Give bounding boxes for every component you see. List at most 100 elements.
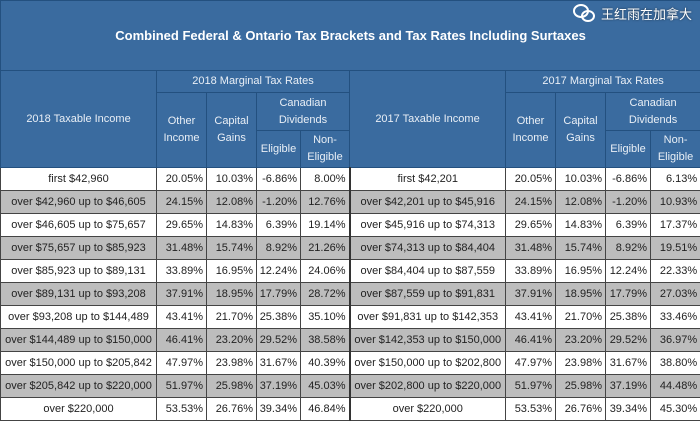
cell-capital-gains-2018: 26.76% <box>206 397 257 421</box>
cell-income-2017: over $91,831 up to $142,353 <box>349 305 506 329</box>
cell-non-eligible-2018: 28.72% <box>300 282 351 306</box>
cell-capital-gains-2017: 26.76% <box>555 397 606 421</box>
cell-eligible-2017: 25.38% <box>605 305 651 329</box>
cell-eligible-2017: 29.52% <box>605 328 651 352</box>
cell-capital-gains-2018: 12.08% <box>206 190 257 214</box>
cell-eligible-2018: 17.79% <box>256 282 301 306</box>
cell-capital-gains-2018: 16.95% <box>206 259 257 283</box>
cell-income-2017: over $42,201 up to $45,916 <box>349 190 506 214</box>
cell-eligible-2017: 37.19% <box>605 374 651 398</box>
cell-income-2017: over $45,916 up to $74,313 <box>349 213 506 237</box>
cell-other-income-2017: 51.97% <box>505 374 556 398</box>
cell-other-income-2018: 43.41% <box>156 305 207 329</box>
cell-non-eligible-2017: 27.03% <box>649 282 700 306</box>
cell-capital-gains-2017: 12.08% <box>555 190 606 214</box>
cell-non-eligible-2017: 22.33% <box>649 259 700 283</box>
cell-non-eligible-2017: 36.97% <box>649 328 700 352</box>
cell-eligible-2018: 37.19% <box>256 374 301 398</box>
header-2018-group: 2018 Marginal Tax Rates <box>156 70 350 93</box>
cell-eligible-2017: 31.67% <box>605 351 651 375</box>
cell-income-2018: over $144,489 up to $150,000 <box>0 328 157 352</box>
cell-other-income-2017: 46.41% <box>505 328 556 352</box>
cell-non-eligible-2018: 45.03% <box>300 374 351 398</box>
cell-non-eligible-2017: 19.51% <box>649 236 700 260</box>
table-row: over $75,657 up to $85,923 31.48% 15.74% 8.… <box>0 236 700 260</box>
cell-capital-gains-2017: 25.98% <box>555 374 606 398</box>
cell-other-income-2017: 33.89% <box>505 259 556 283</box>
cell-eligible-2017: 12.24% <box>605 259 651 283</box>
cell-capital-gains-2018: 25.98% <box>206 374 257 398</box>
cell-capital-gains-2017: 23.98% <box>555 351 606 375</box>
cell-eligible-2017: 6.39% <box>605 213 651 237</box>
cell-eligible-2018: -1.20% <box>256 190 301 214</box>
table-row: over $93,208 up to $144,489 43.41% 21.70% 2… <box>0 305 700 329</box>
cell-other-income-2017: 29.65% <box>505 213 556 237</box>
header-canadian-dividends-2018: Canadian Dividends <box>256 92 350 131</box>
table-row: over $46,605 up to $75,657 29.65% 14.83% 6.… <box>0 213 700 237</box>
cell-income-2017: over $202,800 up to $220,000 <box>349 374 506 398</box>
header-2017-group: 2017 Marginal Tax Rates <box>504 70 700 93</box>
cell-eligible-2017: 8.92% <box>605 236 651 260</box>
cell-eligible-2017: 39.34% <box>605 397 651 421</box>
header-non-eligible-2017: Non-Eligible <box>649 130 700 168</box>
cell-capital-gains-2018: 15.74% <box>206 236 257 260</box>
cell-non-eligible-2018: 24.06% <box>300 259 351 283</box>
cell-capital-gains-2017: 18.95% <box>555 282 606 306</box>
cell-other-income-2017: 43.41% <box>505 305 556 329</box>
cell-capital-gains-2018: 18.95% <box>206 282 257 306</box>
cell-eligible-2017: -6.86% <box>605 167 651 191</box>
cell-income-2017: over $142,353 up to $150,000 <box>349 328 506 352</box>
cell-income-2018: over $220,000 <box>0 397 157 421</box>
cell-non-eligible-2018: 38.58% <box>300 328 351 352</box>
cell-non-eligible-2018: 21.26% <box>300 236 351 260</box>
cell-non-eligible-2017: 33.46% <box>649 305 700 329</box>
cell-other-income-2018: 46.41% <box>156 328 207 352</box>
header-eligible-2017: Eligible <box>605 130 651 168</box>
cell-capital-gains-2017: 15.74% <box>555 236 606 260</box>
header-other-income-2018: Other Income <box>156 92 207 168</box>
cell-other-income-2017: 20.05% <box>505 167 556 191</box>
header-capital-gains-2018: Capital Gains <box>206 92 257 168</box>
cell-capital-gains-2018: 10.03% <box>206 167 257 191</box>
cell-eligible-2018: 39.34% <box>256 397 301 421</box>
table-row: over $144,489 up to $150,000 46.41% 23.20%… <box>0 328 700 352</box>
header-eligible-2018: Eligible <box>256 130 301 168</box>
table-row: over $205,842 up to $220,000 51.97% 25.98%… <box>0 374 700 398</box>
cell-non-eligible-2017: 45.30% <box>649 397 700 421</box>
cell-other-income-2018: 51.97% <box>156 374 207 398</box>
cell-income-2018: over $75,657 up to $85,923 <box>0 236 157 260</box>
header-canadian-dividends-2017: Canadian Dividends <box>604 92 700 131</box>
cell-eligible-2018: 8.92% <box>256 236 301 260</box>
cell-income-2017: over $150,000 up to $202,800 <box>349 351 506 375</box>
cell-other-income-2018: 37.91% <box>156 282 207 306</box>
cell-other-income-2018: 47.97% <box>156 351 207 375</box>
table-row: over $42,960 up to $46,605 24.15% 12.08% -1… <box>0 190 700 214</box>
cell-income-2018: over $42,960 up to $46,605 <box>0 190 157 214</box>
table-row: over $220,000 53.53% 26.76% 39.34% 46.84% ove… <box>0 397 700 421</box>
cell-capital-gains-2017: 14.83% <box>555 213 606 237</box>
cell-other-income-2017: 37.91% <box>505 282 556 306</box>
cell-eligible-2017: 17.79% <box>605 282 651 306</box>
cell-income-2018: over $93,208 up to $144,489 <box>0 305 157 329</box>
table-row: over $85,923 up to $89,131 33.89% 16.95% 12… <box>0 259 700 283</box>
cell-other-income-2018: 24.15% <box>156 190 207 214</box>
cell-other-income-2018: 20.05% <box>156 167 207 191</box>
cell-non-eligible-2018: 35.10% <box>300 305 351 329</box>
cell-income-2018: first $42,960 <box>0 167 157 191</box>
cell-other-income-2018: 31.48% <box>156 236 207 260</box>
cell-eligible-2018: -6.86% <box>256 167 301 191</box>
cell-non-eligible-2017: 38.80% <box>649 351 700 375</box>
cell-other-income-2017: 53.53% <box>505 397 556 421</box>
cell-non-eligible-2017: 10.93% <box>649 190 700 214</box>
cell-other-income-2017: 24.15% <box>505 190 556 214</box>
cell-income-2017: first $42,201 <box>349 167 506 191</box>
table-row: over $150,000 up to $205,842 47.97% 23.98%… <box>0 351 700 375</box>
cell-capital-gains-2017: 16.95% <box>555 259 606 283</box>
cell-other-income-2018: 53.53% <box>156 397 207 421</box>
cell-capital-gains-2017: 23.20% <box>555 328 606 352</box>
cell-non-eligible-2017: 44.48% <box>649 374 700 398</box>
cell-capital-gains-2017: 21.70% <box>555 305 606 329</box>
cell-eligible-2018: 12.24% <box>256 259 301 283</box>
cell-capital-gains-2018: 23.98% <box>206 351 257 375</box>
